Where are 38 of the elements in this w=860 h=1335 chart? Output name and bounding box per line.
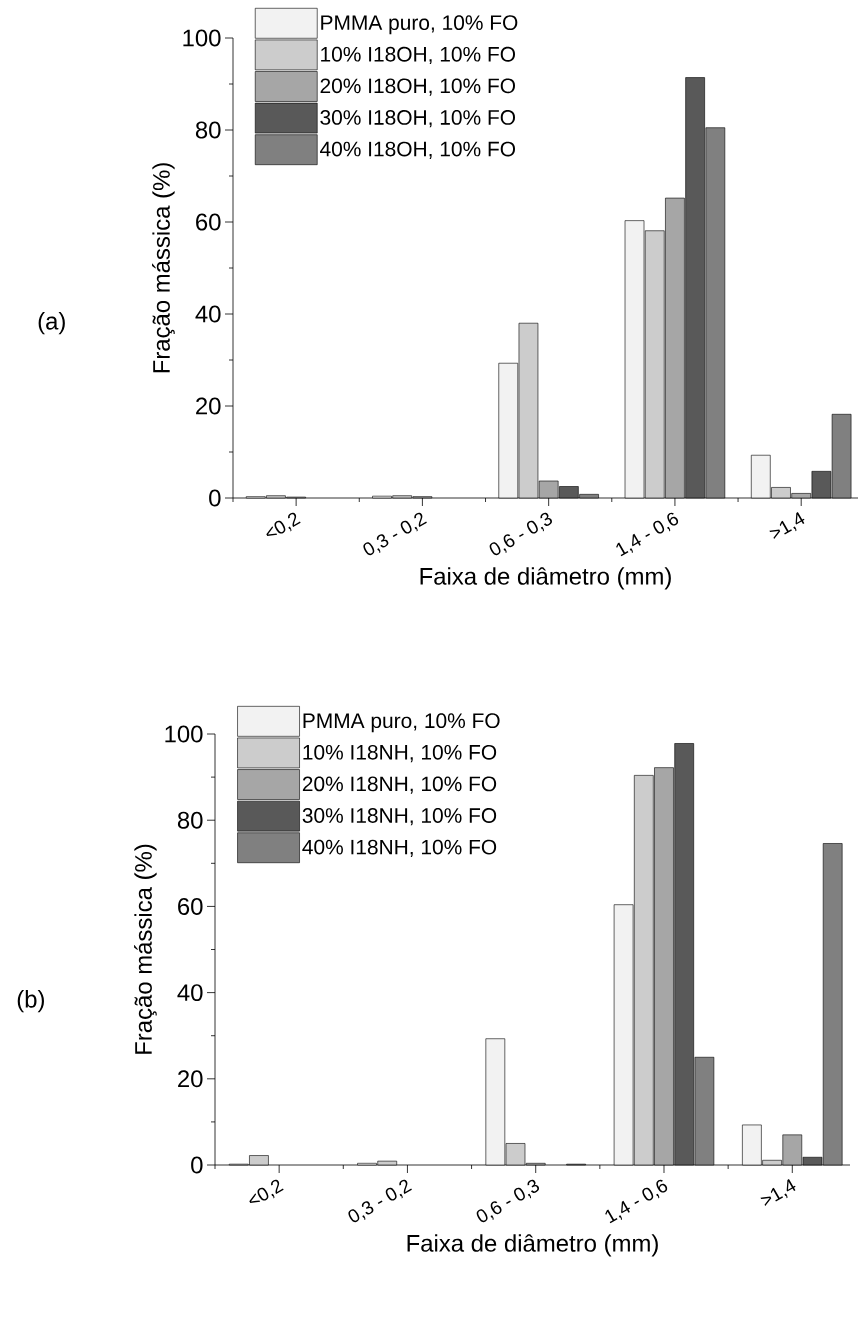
legend-label: 10% I18OH, 10% FO bbox=[321, 46, 516, 65]
legend-label: 20% I18NH, 10% FO bbox=[302, 776, 497, 794]
y-tick-label: 0 bbox=[191, 1156, 203, 1174]
text: (b) bbox=[17, 990, 44, 1013]
y-tick-label: 100 bbox=[183, 29, 221, 47]
y-tick-label: 40 bbox=[195, 305, 221, 323]
legend-label: 20% I18OH, 10% FO bbox=[320, 78, 516, 96]
legend-label: 30% I18NH, 10% FO bbox=[302, 808, 497, 826]
x-tick-label: 0,3 - 0,2 bbox=[363, 512, 427, 556]
y-tick-label: 100 bbox=[165, 725, 203, 743]
legend-label: 40% I18OH, 10% FO bbox=[320, 141, 516, 159]
x-axis-title: Faixa de diâmetro (mm) bbox=[407, 1234, 658, 1257]
legend-label: PMMA puro, 10% FO bbox=[303, 713, 500, 733]
y-tick-label: 40 bbox=[177, 984, 203, 1002]
x-tick-label: 1,4 - 0,6 bbox=[605, 1179, 668, 1224]
x-tick-label: <0,2 bbox=[266, 512, 301, 536]
x-tick-label: 1,4 - 0,6 bbox=[616, 512, 679, 557]
y-tick-label: 0 bbox=[209, 489, 221, 507]
x-axis-title: Faixa de diâmetro (mm) bbox=[420, 567, 671, 590]
y-tick-label: 80 bbox=[195, 121, 221, 139]
y-tick-label: 60 bbox=[178, 897, 203, 915]
y-tick-label: 20 bbox=[178, 1070, 203, 1088]
x-tick-label: >1,4 bbox=[760, 1179, 796, 1207]
x-tick-label: 0,6 - 0,3 bbox=[476, 1179, 540, 1223]
text: (a) bbox=[38, 312, 65, 335]
y-axis-title: Fração mássica (%) bbox=[134, 844, 157, 1054]
x-tick-label: >1,4 bbox=[769, 512, 805, 540]
legend-label: 30% I18OH, 10% FO bbox=[320, 110, 516, 128]
y-tick-label: 80 bbox=[177, 811, 203, 829]
x-tick-label: 0,6 - 0,3 bbox=[489, 512, 553, 556]
legend-label: 10% I18NH, 10% FO bbox=[303, 744, 497, 763]
legend-label: 40% I18NH, 10% FO bbox=[302, 839, 497, 857]
legend-label: PMMA puro, 10% FO bbox=[321, 15, 518, 35]
y-tick-label: 20 bbox=[196, 397, 221, 415]
x-tick-label: <0,2 bbox=[249, 1179, 284, 1203]
y-tick-label: 60 bbox=[196, 213, 221, 231]
x-tick-label: 0,3 - 0,2 bbox=[348, 1179, 412, 1223]
y-axis-title: Fração mássica (%) bbox=[152, 163, 175, 373]
